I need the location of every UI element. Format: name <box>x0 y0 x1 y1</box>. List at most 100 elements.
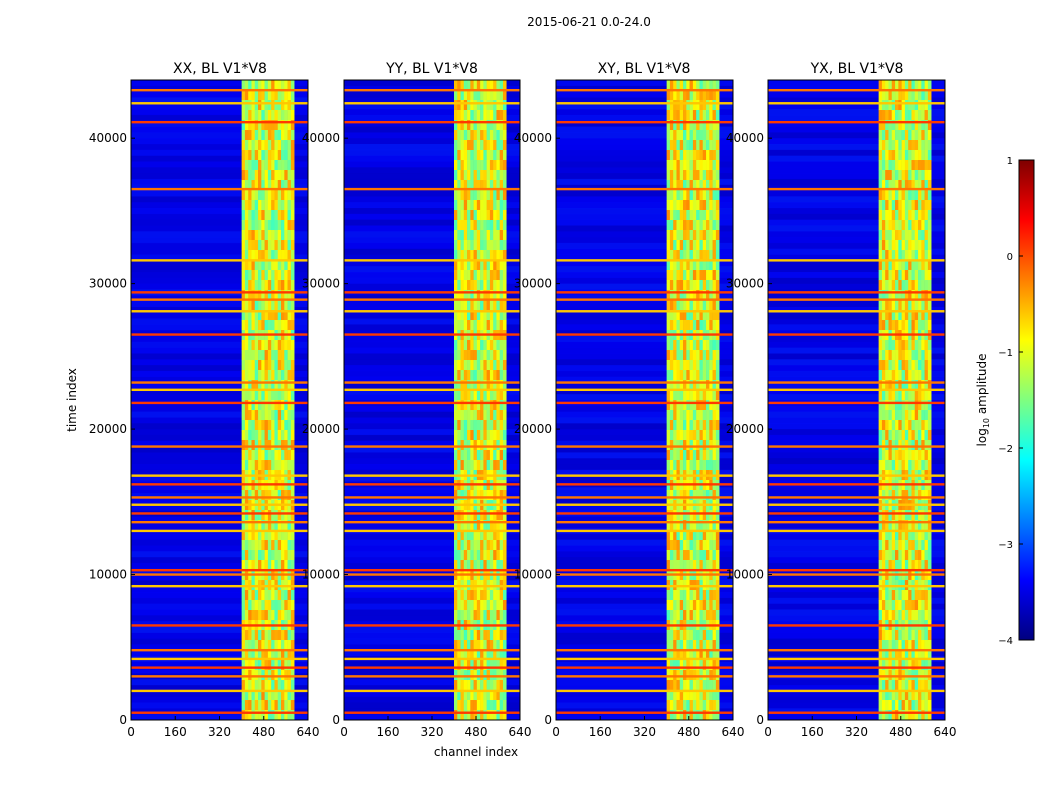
heatmap-signal-cell <box>290 260 295 271</box>
heatmap-signal-cell <box>493 670 497 681</box>
heatmap-signal-cell <box>486 450 491 461</box>
heatmap-signal-cell <box>463 440 468 451</box>
heatmap-signal-cell <box>683 610 687 621</box>
heatmap-noise-row <box>344 690 520 698</box>
heatmap-signal-cell <box>692 110 697 121</box>
heatmap-signal-cell <box>241 490 246 501</box>
heatmap-noise-row <box>556 621 733 628</box>
heatmap-signal-cell <box>666 260 671 271</box>
heatmap-signal-cell <box>911 430 916 441</box>
heatmap-signal-cell <box>676 450 681 461</box>
heatmap-flagged-row <box>556 259 733 262</box>
heatmap-signal-cell <box>277 190 282 201</box>
heatmap-signal-cell <box>679 460 684 471</box>
heatmap-signal-cell <box>277 110 282 121</box>
heatmap-signal-cell <box>467 370 471 381</box>
heatmap-signal-cell <box>261 230 265 241</box>
heatmap-signal-cell <box>696 180 700 191</box>
heatmap-signal-cell <box>901 390 906 401</box>
heatmap-signal-cell <box>470 170 474 181</box>
heatmap-signal-cell <box>287 350 292 361</box>
heatmap-signal-cell <box>248 710 252 721</box>
heatmap-signal-cell <box>686 680 690 691</box>
heatmap-signal-cell <box>483 290 487 301</box>
heatmap-signal-cell <box>287 440 292 451</box>
heatmap-noise-row <box>131 405 308 412</box>
heatmap-signal-cell <box>483 390 487 401</box>
heatmap-signal-cell <box>483 80 487 91</box>
heatmap-signal-cell <box>281 460 285 471</box>
heatmap-signal-cell <box>918 540 922 551</box>
heatmap-signal-cell <box>891 420 896 431</box>
heatmap-signal-cell <box>927 630 932 641</box>
heatmap-signal-cell <box>895 360 899 371</box>
heatmap-noise-row <box>131 132 308 139</box>
heatmap-signal-cell <box>287 180 292 191</box>
heatmap-signal-cell <box>898 530 902 541</box>
heatmap-signal-cell <box>904 140 909 151</box>
heatmap-signal-cell <box>261 420 265 431</box>
heatmap-signal-cell <box>454 250 458 261</box>
heatmap-signal-cell <box>476 670 481 681</box>
heatmap-signal-cell <box>914 260 919 271</box>
heatmap-signal-cell <box>888 490 893 501</box>
heatmap-signal-cell <box>254 160 259 171</box>
heatmap-signal-cell <box>924 290 929 301</box>
heatmap-signal-cell <box>901 150 906 161</box>
heatmap-signal-cell <box>679 410 684 421</box>
heatmap-signal-cell <box>706 540 710 551</box>
heatmap-signal-cell <box>290 710 295 721</box>
heatmap-signal-cell <box>891 390 896 401</box>
heatmap-signal-cell <box>881 690 886 701</box>
heatmap-signal-cell <box>918 150 922 161</box>
heatmap-signal-cell <box>248 640 252 651</box>
heatmap-signal-cell <box>499 360 504 371</box>
heatmap-signal-cell <box>287 400 292 411</box>
heatmap-signal-cell <box>499 430 504 441</box>
heatmap-signal-cell <box>669 360 674 371</box>
heatmap-signal-cell <box>888 630 893 641</box>
heatmap-signal-cell <box>271 100 275 111</box>
heatmap-signal-cell <box>669 300 674 311</box>
heatmap-signal-cell <box>264 530 269 541</box>
heatmap-noise-row <box>768 679 945 686</box>
heatmap-flagged-row <box>556 291 733 294</box>
heatmap-signal-cell <box>457 550 461 561</box>
heatmap-signal-cell <box>891 600 896 611</box>
heatmap-signal-cell <box>264 350 269 361</box>
heatmap-signal-cell <box>918 230 922 241</box>
heatmap-signal-cell <box>878 160 883 171</box>
heatmap-signal-cell <box>709 520 713 531</box>
heatmap-signal-cell <box>271 380 275 391</box>
heatmap-signal-cell <box>241 230 246 241</box>
heatmap-noise-row <box>768 353 945 360</box>
heatmap-noise-row <box>556 237 733 244</box>
heatmap-noise-row <box>344 464 520 471</box>
heatmap-signal-cell <box>888 310 893 321</box>
heatmap-signal-cell <box>911 370 916 381</box>
heatmap-flagged-row <box>768 624 945 627</box>
heatmap-signal-cell <box>898 460 902 471</box>
heatmap-signal-cell <box>290 350 295 361</box>
heatmap-signal-cell <box>898 380 902 391</box>
heatmap-signal-cell <box>911 310 916 321</box>
heatmap-signal-cell <box>686 340 690 351</box>
heatmap-signal-cell <box>914 560 919 571</box>
heatmap-signal-cell <box>489 170 494 181</box>
heatmap-signal-cell <box>489 320 494 331</box>
heatmap-signal-cell <box>264 630 269 641</box>
heatmap-signal-cell <box>712 610 717 621</box>
heatmap-signal-cell <box>281 280 285 291</box>
heatmap-noise-row <box>131 632 308 639</box>
heatmap-signal-cell <box>702 130 707 141</box>
heatmap-signal-cell <box>486 140 491 151</box>
heatmap-signal-cell <box>699 240 704 251</box>
heatmap-signal-cell <box>267 200 272 211</box>
heatmap-signal-cell <box>457 680 461 691</box>
heatmap-signal-cell <box>463 300 468 311</box>
heatmap-signal-cell <box>683 640 687 651</box>
heatmap-signal-cell <box>254 290 259 301</box>
heatmap-signal-cell <box>277 250 282 261</box>
heatmap-signal-cell <box>486 150 491 161</box>
heatmap-signal-cell <box>499 190 504 201</box>
